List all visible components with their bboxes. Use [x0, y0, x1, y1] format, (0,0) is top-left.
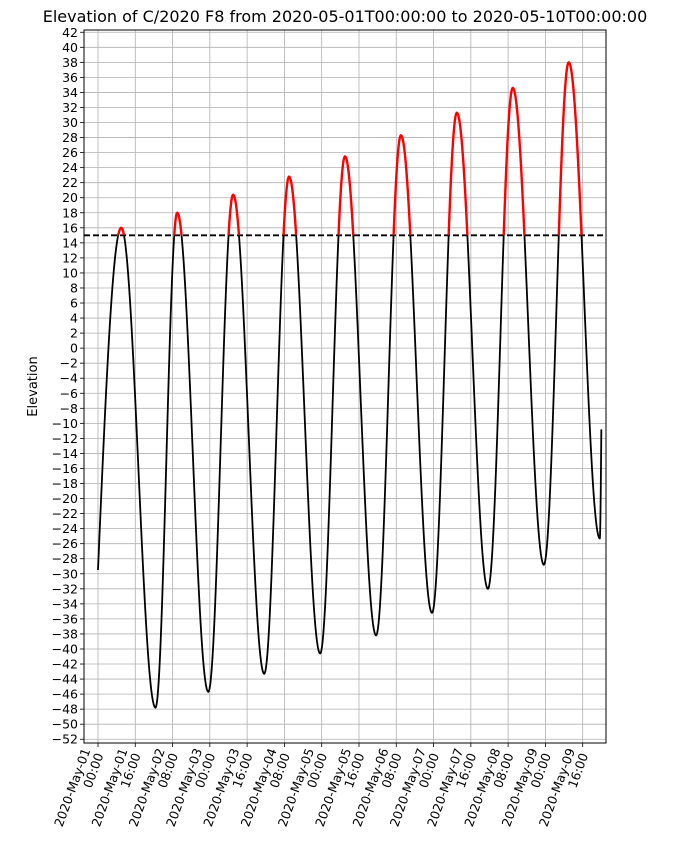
series-line-above-threshold [447, 111, 469, 236]
y-tick-label: −34 [52, 596, 78, 611]
series-line-above-threshold [227, 193, 241, 236]
y-tick-label: 20 [62, 190, 78, 205]
series-line [97, 235, 120, 571]
y-tick-label: −38 [52, 626, 78, 641]
series-layer [97, 61, 603, 709]
series-line-above-threshold [502, 86, 526, 237]
series-line-above-threshold [117, 226, 126, 236]
y-tick-label: 16 [62, 220, 78, 235]
y-tick-label: 26 [62, 145, 78, 160]
series-line-above-threshold [282, 175, 298, 236]
x-axis: 2020-May-0100:002020-May-0116:002020-May… [51, 743, 591, 829]
y-tick-label: 6 [70, 296, 78, 311]
y-tick-label: −2 [60, 356, 78, 371]
y-tick-label: 2 [70, 326, 78, 341]
y-axis-label: Elevation [26, 356, 41, 416]
y-tick-label: 18 [62, 205, 78, 220]
y-tick-label: −6 [60, 386, 78, 401]
y-tick-label: −30 [52, 566, 78, 581]
chart-title: Elevation of C/2020 F8 from 2020-05-01T0… [43, 7, 648, 26]
y-tick-label: −18 [52, 476, 78, 491]
y-tick-label: −22 [52, 506, 78, 521]
y-tick-label: −52 [52, 732, 78, 747]
series-line [123, 235, 176, 709]
y-tick-label: −40 [52, 641, 78, 656]
series-line [180, 235, 230, 693]
y-tick-label: 4 [70, 311, 78, 326]
y-tick-label: 14 [62, 235, 78, 250]
y-tick-label: −24 [52, 521, 78, 536]
y-tick-label: −42 [52, 657, 78, 672]
y-tick-label: −44 [52, 672, 78, 687]
y-tick-label: 38 [62, 55, 78, 70]
y-tick-label: −14 [52, 446, 78, 461]
series-line-above-threshold [392, 134, 412, 236]
y-tick-label: 40 [62, 40, 78, 55]
series-line [238, 235, 285, 675]
y-tick-label: 0 [70, 341, 78, 356]
y-axis: −52−50−48−46−44−42−40−38−36−34−32−30−28−… [52, 25, 84, 747]
y-tick-label: 34 [62, 85, 78, 100]
y-tick-label: −16 [52, 461, 78, 476]
plot-frame [83, 29, 607, 744]
y-tick-label: −50 [52, 717, 78, 732]
y-tick-label: −48 [52, 702, 78, 717]
y-tick-label: 32 [62, 100, 78, 115]
y-tick-label: −26 [52, 536, 78, 551]
series-line [580, 235, 603, 540]
grid [84, 30, 606, 743]
y-tick-label: −36 [52, 611, 78, 626]
series-line-above-threshold [173, 211, 183, 236]
series-line [523, 235, 560, 566]
series-line [295, 235, 340, 655]
y-tick-label: −8 [60, 401, 78, 416]
y-tick-label: 12 [62, 250, 78, 265]
y-tick-label: −10 [52, 416, 78, 431]
series-line [352, 235, 395, 637]
y-tick-label: −28 [52, 551, 78, 566]
y-tick-label: 22 [62, 175, 78, 190]
y-tick-label: 28 [62, 130, 78, 145]
y-tick-label: −4 [60, 371, 78, 386]
y-tick-label: 10 [62, 265, 78, 280]
y-tick-label: 24 [62, 160, 78, 175]
y-tick-label: 36 [62, 70, 78, 85]
y-tick-label: −12 [52, 431, 78, 446]
series-line-above-threshold [337, 155, 355, 236]
series-line [466, 235, 505, 590]
y-tick-label: 42 [62, 25, 78, 40]
series-line-above-threshold [557, 61, 583, 236]
y-tick-label: −46 [52, 687, 78, 702]
y-tick-label: −20 [52, 491, 78, 506]
y-tick-label: 8 [70, 280, 78, 295]
series-line [409, 235, 450, 614]
y-tick-label: 30 [62, 115, 78, 130]
y-tick-label: −32 [52, 581, 78, 596]
